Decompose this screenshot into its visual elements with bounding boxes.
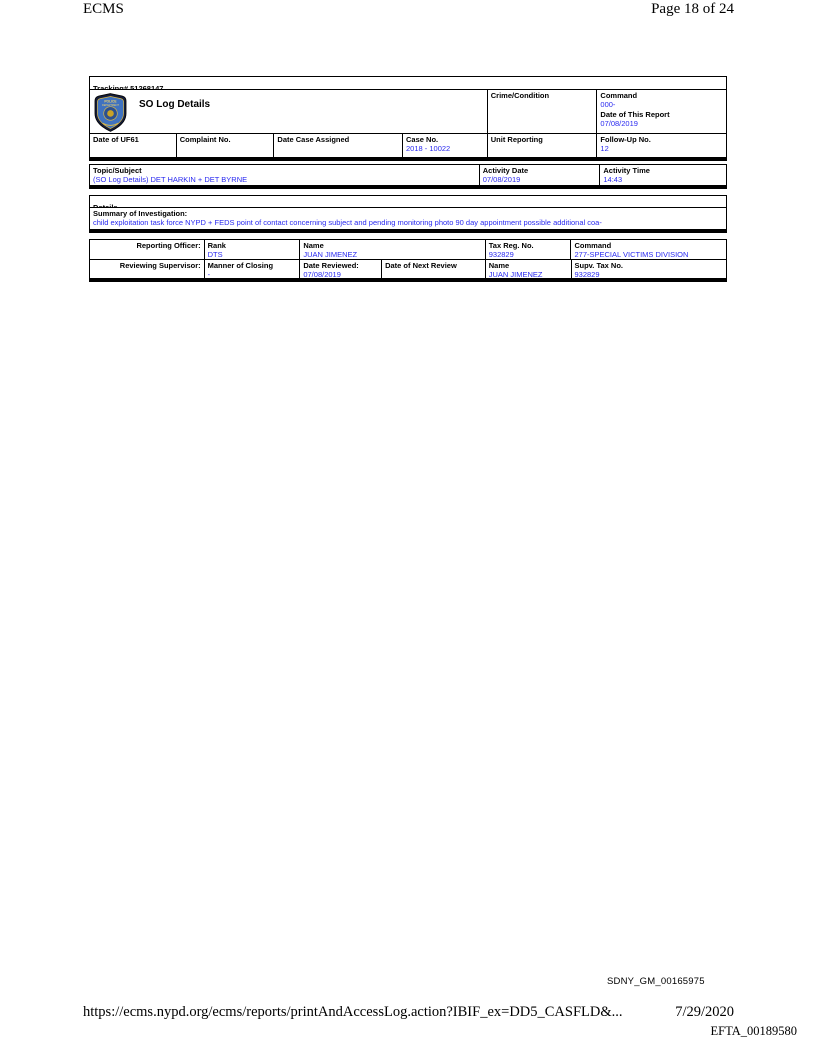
nypd-patch-icon: POLICE DEPARTMENT	[94, 93, 127, 132]
svg-text:POLICE: POLICE	[104, 99, 117, 103]
summary-value: child exploitation task force NYPD + FED…	[93, 218, 602, 228]
topic-subject-label: Topic/Subject	[93, 166, 142, 175]
reviewing-supervisor-row: Reviewing Supervisor: Manner of Closing …	[90, 260, 726, 279]
rank-label: Rank	[207, 241, 226, 250]
activity-time-label: Activity Time	[603, 166, 650, 175]
officer-command-label: Command	[574, 241, 612, 250]
rank-value: DTS	[207, 250, 223, 259]
details-table: Details Summary of Investigation: child …	[89, 195, 727, 229]
activity-time-value: 14:43	[603, 175, 623, 185]
app-title: ECMS	[83, 1, 124, 17]
print-footer: https://ecms.nypd.org/ecms/reports/print…	[83, 1004, 734, 1021]
complaint-no-label: Complaint No.	[179, 135, 231, 144]
section-divider-bar	[89, 157, 727, 161]
tracking-row: Tracking# 51268147	[90, 77, 726, 90]
date-reviewed-value: 07/08/2019	[303, 270, 341, 279]
tax-reg-label: Tax Reg. No.	[488, 241, 534, 250]
tracking-number: Tracking# 51268147	[93, 84, 164, 89]
activity-date-value: 07/08/2019	[482, 175, 521, 185]
officer-name-value: JUAN JIMENEZ	[303, 250, 358, 259]
crime-condition-label: Crime/Condition	[490, 91, 550, 100]
summary-label: Summary of Investigation:	[93, 209, 188, 218]
officers-table: Reporting Officer: Rank DTS Name JUAN JI…	[89, 239, 727, 279]
command-label: Command	[600, 91, 638, 100]
section-divider-bar	[89, 278, 727, 282]
supervisor-tax-value: 932829	[574, 270, 600, 279]
tax-reg-value: 932829	[488, 250, 514, 259]
date-reviewed-label: Date Reviewed:	[303, 261, 359, 270]
date-of-report-value: 07/08/2019	[600, 119, 638, 129]
date-of-report-label: Date of This Report	[600, 109, 670, 119]
officer-command-value: 277-SPECIAL VICTIMS DIVISION	[574, 250, 689, 259]
bates-number-efta: EFTA_00189580	[710, 1024, 798, 1038]
title-row: POLICE DEPARTMENT SO Log Details Crime/C…	[90, 90, 726, 134]
bates-number-sdny: SDNY_GM_00165975	[607, 976, 705, 987]
reporting-officer-label: Reporting Officer:	[136, 241, 201, 250]
command-value: 000-	[600, 100, 616, 110]
supervisor-name-value: JUAN JIMENEZ	[488, 270, 543, 279]
section-divider-bar	[89, 185, 727, 189]
topic-subject-value: (SO Log Details) DET HARKIN + DET BYRNE	[93, 175, 248, 185]
follow-up-value: 12	[600, 144, 609, 154]
report-title: SO Log Details	[139, 99, 211, 110]
case-no-value: 2018 - 10022	[406, 144, 451, 154]
details-label: Details	[93, 203, 118, 207]
print-header: ECMS Page 18 of 24	[83, 1, 734, 18]
case-no-label: Case No.	[406, 135, 439, 144]
section-divider-bar	[89, 229, 727, 233]
activity-date-label: Activity Date	[482, 166, 529, 175]
svg-text:DEPARTMENT: DEPARTMENT	[102, 104, 120, 107]
date-of-uf61-label: Date of UF61	[93, 135, 139, 144]
date-case-assigned-label: Date Case Assigned	[277, 135, 350, 144]
print-date: 7/29/2020	[675, 1004, 734, 1020]
supervisor-name-label: Name	[488, 261, 510, 270]
case-fields-row: Date of UF61 Complaint No. Date Case Ass…	[90, 134, 726, 157]
topic-table: Topic/Subject (SO Log Details) DET HARKI…	[89, 164, 727, 185]
manner-of-closing-label: Manner of Closing	[207, 261, 274, 270]
report-header-table: Tracking# 51268147 POLICE DEPARTMENT SO …	[89, 76, 727, 157]
officer-name-label: Name	[303, 241, 324, 250]
page-number: Page 18 of 24	[651, 1, 734, 17]
supervisor-tax-label: Supv. Tax No.	[574, 261, 623, 270]
next-review-label: Date of Next Review	[385, 261, 457, 270]
manner-of-closing-value: -	[207, 270, 211, 279]
print-url: https://ecms.nypd.org/ecms/reports/print…	[83, 1004, 623, 1020]
reviewing-supervisor-label: Reviewing Supervisor:	[119, 261, 201, 270]
reporting-officer-row: Reporting Officer: Rank DTS Name JUAN JI…	[90, 240, 726, 260]
unit-reporting-label: Unit Reporting	[490, 135, 543, 144]
follow-up-label: Follow-Up No.	[600, 135, 651, 144]
